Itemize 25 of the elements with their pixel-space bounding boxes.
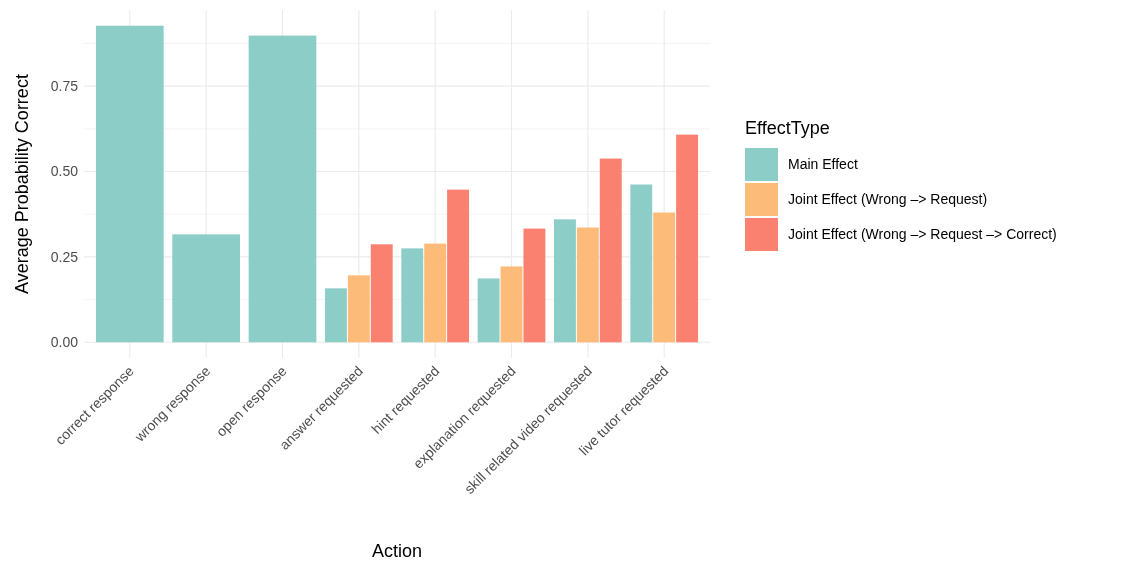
bar: [676, 134, 699, 343]
bar: [576, 227, 599, 343]
bar: [447, 189, 470, 343]
bar: [401, 248, 424, 343]
bar: [324, 288, 347, 343]
y-tick-label: 0.50: [50, 163, 79, 180]
legend-title: EffectType: [745, 118, 830, 138]
legend-label: Joint Effect (Wrong –> Request –> Correct): [788, 225, 1057, 242]
y-tick-label: 0.00: [50, 334, 79, 351]
bar: [630, 184, 653, 343]
bar: [500, 266, 523, 343]
bar: [653, 212, 676, 343]
bar: [477, 278, 500, 343]
y-tick-label: 0.75: [50, 78, 79, 95]
y-axis-title: Average Probability Correct: [12, 74, 32, 294]
bar: [424, 243, 447, 343]
x-axis-title: Action: [371, 541, 423, 561]
legend-label: Joint Effect (Wrong –> Request): [788, 190, 988, 207]
y-tick-label: 0.25: [50, 248, 79, 265]
bar: [370, 244, 393, 343]
bar: [599, 158, 622, 343]
bar: [347, 275, 370, 343]
legend-label: Main Effect: [788, 155, 858, 172]
bar: [554, 219, 576, 343]
bar: [523, 228, 546, 343]
